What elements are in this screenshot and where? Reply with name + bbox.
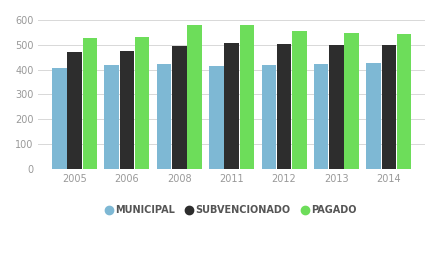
Bar [120, 51, 134, 169]
Bar [83, 38, 97, 169]
Bar [67, 52, 82, 169]
Bar [329, 45, 344, 169]
Bar [135, 36, 150, 169]
Bar [240, 25, 254, 169]
Bar [277, 44, 291, 169]
Bar [157, 64, 171, 169]
Bar [187, 25, 202, 169]
Bar [52, 68, 66, 169]
Bar [381, 45, 396, 169]
Bar [261, 65, 276, 169]
Bar [314, 64, 328, 169]
Bar [104, 65, 119, 169]
Legend: MUNICIPAL, SUBVENCIONADO, PAGADO: MUNICIPAL, SUBVENCIONADO, PAGADO [103, 201, 361, 219]
Bar [224, 43, 239, 169]
Bar [172, 46, 187, 169]
Bar [209, 66, 224, 169]
Bar [397, 34, 411, 169]
Bar [345, 33, 359, 169]
Bar [292, 31, 307, 169]
Bar [366, 63, 381, 169]
